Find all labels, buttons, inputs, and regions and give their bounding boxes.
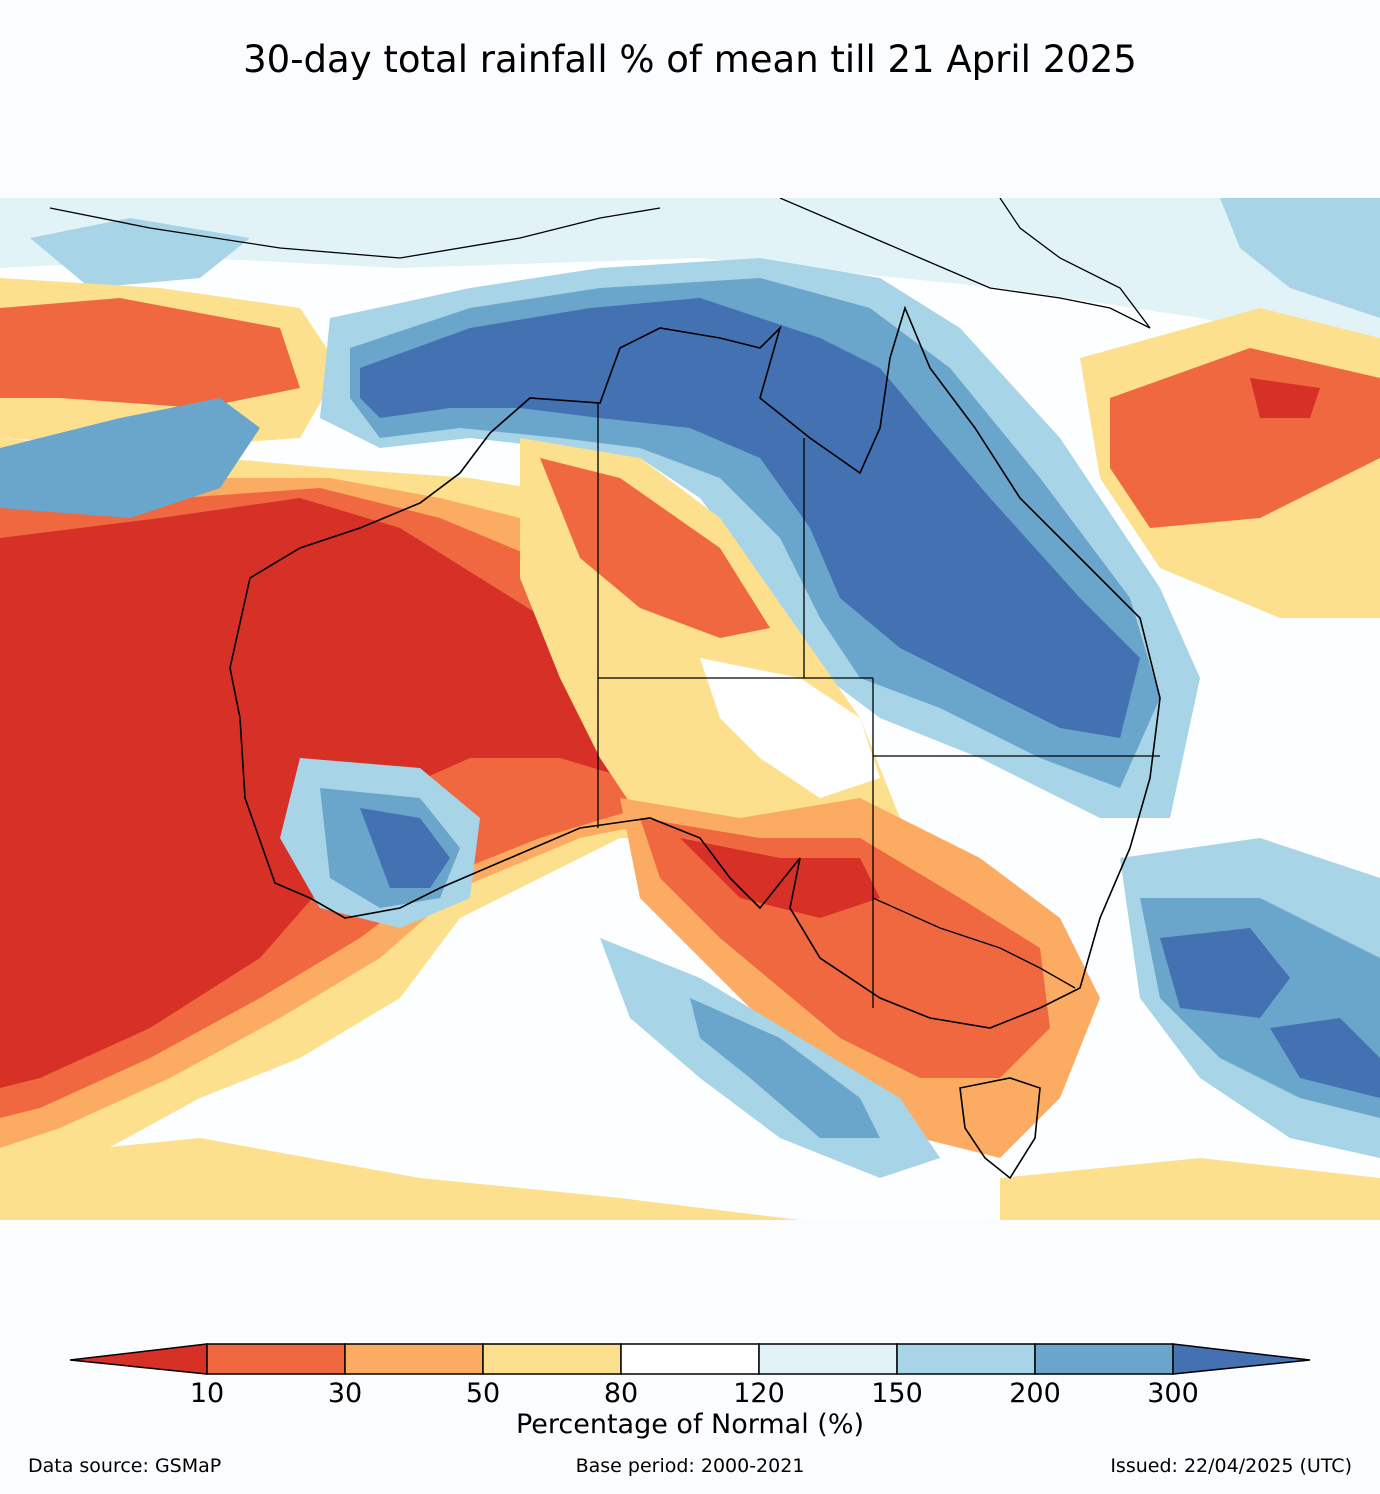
colorbar-label: Percentage of Normal (%) bbox=[515, 1409, 865, 1440]
rain-zone-extremehigh-tasman bbox=[1160, 928, 1290, 1018]
colorbar-tick-200: 200 bbox=[1009, 1378, 1061, 1409]
colorbar-bin-10-30 bbox=[206, 1343, 346, 1375]
colorbar-tick-150: 150 bbox=[871, 1378, 923, 1409]
colorbar-bin-200-300 bbox=[1034, 1343, 1174, 1375]
tasmania-coastline bbox=[959, 1077, 1041, 1180]
rain-zone-normal-central bbox=[700, 658, 880, 798]
rain-zone-extremelow-se bbox=[680, 838, 880, 918]
rain-zone-high-ne bbox=[1220, 198, 1380, 318]
colorbar-bin-150-200 bbox=[896, 1343, 1036, 1375]
colorbar-tick-30: 30 bbox=[327, 1378, 363, 1409]
base-period: Base period: 2000-2021 bbox=[575, 1455, 805, 1477]
data-source: Data source: GSMaP bbox=[28, 1455, 222, 1477]
colorbar-bin-120-150 bbox=[758, 1343, 898, 1375]
colorbar-bin-50-80 bbox=[482, 1343, 622, 1375]
rain-zone-extremehigh-north-aus bbox=[360, 298, 1140, 738]
rain-zone-extremelow-coral bbox=[1250, 378, 1320, 418]
rain-zone-veryhigh-nw bbox=[0, 398, 260, 518]
issued-date: Issued: 22/04/2025 (UTC) bbox=[1110, 1455, 1352, 1477]
colorbar-tick-300: 300 bbox=[1147, 1378, 1199, 1409]
rain-zone-below-farsouth-e bbox=[1000, 1158, 1380, 1220]
colorbar-tick-10: 10 bbox=[189, 1378, 225, 1409]
rain-zone-below-farsouth bbox=[0, 1138, 800, 1220]
rain-zone-extremehigh-sw bbox=[360, 808, 450, 888]
rain-zone-verylow-nw bbox=[0, 298, 300, 408]
rain-zone-extremehigh-tasman-south bbox=[1270, 1018, 1380, 1098]
colorbar-lower-extend bbox=[69, 1343, 208, 1375]
rainfall-map bbox=[0, 198, 1380, 1220]
map-title: 30-day total rainfall % of mean till 21 … bbox=[243, 38, 1137, 81]
colorbar-bin-30-50 bbox=[344, 1343, 484, 1375]
colorbar-tick-50: 50 bbox=[465, 1378, 501, 1409]
colorbar-upper-extend bbox=[1172, 1343, 1311, 1375]
new-guinea-coastline bbox=[779, 198, 1151, 329]
indonesia-coastline bbox=[49, 207, 661, 259]
australia-coastline bbox=[229, 305, 1161, 1029]
rain-zone-veryhigh-southern bbox=[690, 998, 880, 1138]
colorbar-tick-120: 120 bbox=[733, 1378, 785, 1409]
colorbar-tick-80: 80 bbox=[603, 1378, 639, 1409]
border-nsw-vic bbox=[872, 897, 1076, 989]
colorbar-bin-80-120 bbox=[620, 1343, 760, 1375]
colorbar bbox=[69, 1343, 1311, 1375]
rain-zone-above-north bbox=[0, 198, 1380, 358]
